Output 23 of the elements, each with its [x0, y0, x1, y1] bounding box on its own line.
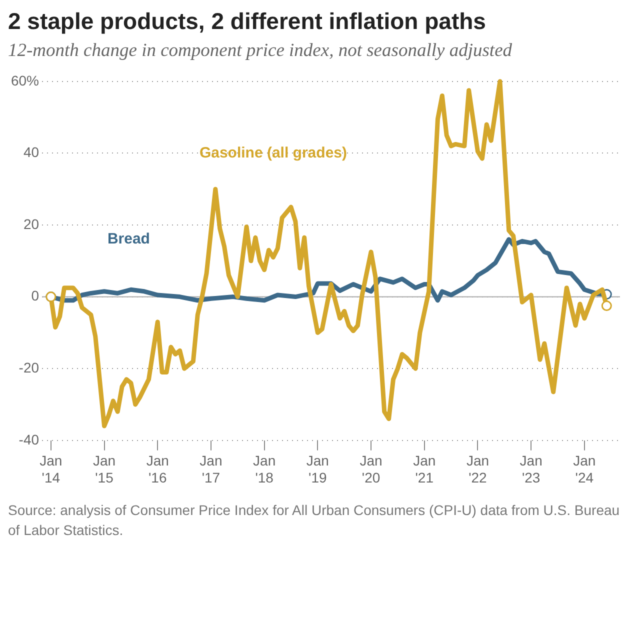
x-tick-label: Jan '14 — [40, 452, 62, 486]
chart-subtitle: 12-month change in component price index, not seasonally adjusted — [8, 41, 514, 62]
x-tick-label: Jan '16 — [146, 452, 169, 486]
y-tick-label: 40 — [23, 144, 40, 160]
y-tick-label: 20 — [23, 216, 40, 232]
x-tick-label: Jan '18 — [253, 452, 276, 486]
point — [601, 300, 612, 312]
text: Gasoline (all grades) — [199, 144, 347, 162]
x-tick-label: Jan '21 — [413, 452, 436, 486]
text: Bread — [107, 230, 150, 248]
x-tick-label: Jan '24 — [573, 452, 596, 486]
source-note: Source: analysis of Consumer Price Index for All Urban Consumers (CPI-U) data from U.S. Bureau of Labor Statistics. — [8, 501, 621, 540]
y-tick-label: 60% — [10, 72, 40, 88]
y-tick-label: -40 — [18, 431, 40, 448]
x-tick-label: Jan '15 — [92, 452, 116, 486]
chart-title: 2 staple products, 2 different inflation paths — [8, 8, 487, 35]
x-tick-label: Jan '17 — [200, 452, 222, 486]
x-tick-label: Jan '22 — [466, 452, 490, 486]
x-tick-label: Jan '20 — [360, 452, 382, 486]
x-tick-label: Jan '23 — [520, 452, 542, 486]
x-tick-label: Jan '19 — [306, 452, 329, 486]
y-tick-label: -20 — [18, 359, 40, 376]
y-tick-label: 0 — [31, 288, 40, 304]
